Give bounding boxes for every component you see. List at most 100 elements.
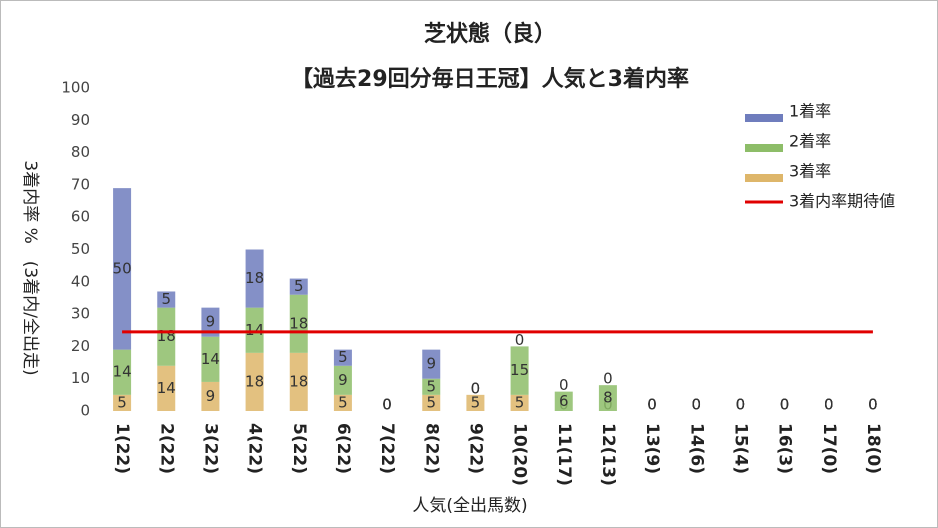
x-tick-label: 1(22) [112, 423, 132, 474]
data-label: 0 [691, 396, 701, 414]
data-label: 0 [736, 396, 746, 414]
bar-segment [598, 385, 617, 411]
bar-segment [245, 249, 264, 308]
data-label: 0 [382, 396, 392, 414]
y-tick-label: 100 [61, 79, 90, 97]
data-label: 5 [426, 393, 436, 411]
x-tick-label: 5(22) [289, 423, 309, 474]
legend-label: 3着内率期待値 [789, 192, 895, 211]
data-label: 18 [289, 372, 308, 390]
legend-label: 2着率 [789, 132, 831, 151]
y-tick-label: 10 [71, 369, 90, 387]
bar-segment [245, 352, 264, 411]
data-label: 0 [824, 396, 834, 414]
data-label: 18 [245, 269, 264, 287]
bar-segment [333, 394, 352, 411]
bar-segment [333, 349, 352, 366]
legend-swatch [745, 174, 783, 182]
data-label: 9 [338, 371, 348, 389]
data-label: 0 [780, 396, 790, 414]
x-tick-label: 2(22) [156, 423, 176, 474]
bar-segment [245, 307, 264, 353]
x-tick-label: 15(4) [730, 423, 750, 474]
bar-segment [113, 394, 132, 411]
data-label: 50 [113, 259, 132, 277]
bar-segment [333, 365, 352, 395]
data-label: 14 [113, 363, 132, 381]
bar-segment [510, 346, 529, 395]
bar-segment [201, 381, 220, 411]
data-label: 0 [824, 396, 834, 414]
bar-segment [157, 291, 176, 308]
x-tick-label: 12(13) [598, 423, 618, 486]
data-label: 0 [780, 396, 790, 414]
x-tick-label: 4(22) [245, 423, 265, 474]
data-label: 0 [868, 396, 878, 414]
y-tick-label: 30 [71, 305, 90, 323]
data-label: 0 [868, 396, 878, 414]
bar-segment [113, 349, 132, 395]
y-tick-label: 60 [71, 208, 90, 226]
data-label: 9 [206, 387, 216, 405]
y-tick-label: 90 [71, 111, 90, 129]
bar-segment [422, 394, 441, 411]
bar-segment [201, 307, 220, 337]
data-label: 5 [294, 277, 304, 295]
data-label: 0 [868, 396, 878, 414]
legend-label: 1着率 [789, 102, 831, 121]
x-tick-label: 14(6) [686, 423, 706, 474]
data-label: 0 [691, 396, 701, 414]
data-label: 15 [510, 361, 529, 379]
data-label: 14 [201, 350, 220, 368]
data-label: 9 [206, 313, 216, 331]
data-label: 0 [382, 396, 392, 414]
data-label: 5 [471, 393, 481, 411]
y-tick-label: 50 [71, 240, 90, 258]
x-tick-label: 9(22) [465, 423, 485, 474]
data-label: 9 [426, 355, 436, 373]
data-label: 5 [426, 377, 436, 395]
x-tick-label: 17(0) [819, 423, 839, 474]
data-label: 0 [736, 396, 746, 414]
x-axis-label: 人気(全出馬数) [412, 496, 527, 516]
x-tick-label: 18(0) [863, 423, 883, 474]
y-axis-label: 3着内率 % (3着内/全出走) [20, 160, 40, 375]
legend-swatch [745, 114, 783, 122]
data-label: 0 [647, 396, 657, 414]
bar-segment [157, 365, 176, 411]
x-tick-label: 16(3) [775, 423, 795, 474]
data-label: 0 [559, 376, 569, 394]
x-tick-label: 3(22) [200, 423, 220, 474]
bar-segment [289, 294, 308, 353]
data-label: 0 [603, 370, 613, 388]
data-label: 0 [647, 396, 657, 414]
data-label: 0 [382, 396, 392, 414]
bar-segment [113, 188, 132, 350]
y-tick-label: 20 [71, 337, 90, 355]
y-tick-label: 40 [71, 272, 90, 290]
bar-segment [157, 307, 176, 366]
data-label: 6 [559, 392, 569, 410]
data-label: 0 [471, 379, 481, 397]
data-label: 0 [780, 396, 790, 414]
data-label: 14 [157, 379, 176, 397]
data-label: 14 [245, 321, 264, 339]
bar-segment [466, 394, 485, 411]
bar-segment [289, 278, 308, 295]
legend-label: 3着率 [789, 162, 831, 181]
bar-segment [201, 336, 220, 382]
bar-segment [554, 391, 573, 411]
bar-segment [422, 349, 441, 379]
chart-title: 芝状態（良） [424, 21, 556, 47]
x-tick-label: 13(9) [642, 423, 662, 474]
data-label: 18 [157, 327, 176, 345]
bar-segment [289, 352, 308, 411]
data-label: 0 [736, 396, 746, 414]
chart-subtitle: 【過去29回分毎日王冠】人気と3着内率 [291, 66, 689, 92]
data-label: 0 [647, 396, 657, 414]
bar-segment [510, 394, 529, 411]
legend-swatch [745, 144, 783, 152]
data-label: 0 [471, 379, 481, 397]
